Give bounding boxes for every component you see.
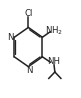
Text: N: N: [7, 33, 14, 42]
Text: N: N: [26, 66, 32, 75]
Text: Cl: Cl: [24, 9, 33, 18]
Text: NH$_2$: NH$_2$: [45, 24, 63, 37]
Text: NH: NH: [48, 57, 61, 66]
